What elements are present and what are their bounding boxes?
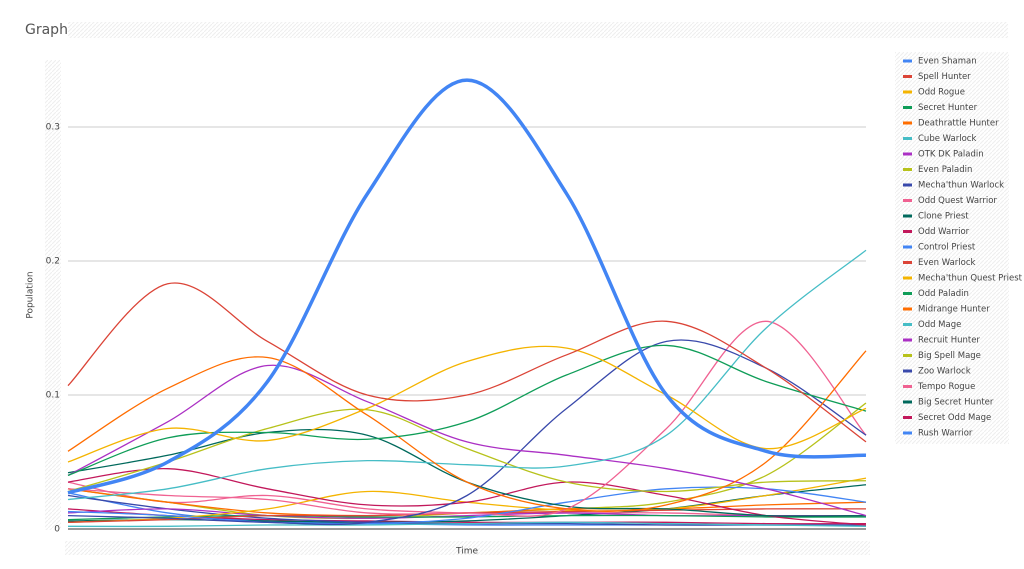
series-line [67,468,867,526]
series-line [67,350,867,512]
series-line [67,339,867,526]
y-tick-label: 0.3 [46,123,60,133]
legend-label: Secret Hunter [918,103,978,113]
legend-bg [895,52,1009,444]
legend-label: Control Priest [918,243,976,253]
legend-label: Secret Odd Mage [918,413,991,423]
legend-label: Mecha'thun Warlock [918,181,1004,191]
legend-label: Clone Priest [918,212,969,222]
series-line [67,249,867,501]
axis-band [45,60,61,530]
legend-label: OTK DK Paladin [918,150,984,160]
x-axis-label: Time [455,547,478,557]
legend-label: Mecha'thun Quest Priest [918,274,1023,284]
y-tick-label: 0 [54,525,60,535]
chart-title: Graph [25,22,68,38]
legend-label: Zoo Warlock [918,367,971,377]
axis-band [65,541,870,555]
y-tick-label: 0.2 [46,257,60,267]
series-line [67,364,867,517]
legend-label: Rush Warrior [918,429,973,439]
legend-label: Tempo Rogue [917,382,975,392]
series-line [67,521,867,528]
legend-label: Deathrattle Hunter [918,119,999,129]
legend-label: Even Paladin [918,165,972,175]
series-line [67,508,866,519]
series-line [67,408,867,493]
title-bar [68,22,1008,38]
series-line [67,320,867,517]
y-tick-label: 0.1 [46,391,60,401]
y-axis-label: Population [26,271,36,318]
legend-label: Big Spell Mage [918,351,981,361]
legend-label: Cube Warlock [918,134,976,144]
legend-label: Even Shaman [918,57,977,67]
legend-label: Big Secret Hunter [918,398,994,408]
legend-label: Recruit Hunter [918,336,980,346]
series-line [67,486,867,525]
legend-label: Spell Hunter [918,72,971,82]
series-line [67,345,867,463]
legend-label: Even Warlock [918,258,976,268]
legend-label: Odd Rogue [918,88,965,98]
legend-label: Midrange Hunter [918,305,990,315]
series-line [67,78,867,495]
series-line [67,282,867,443]
legend-label: Odd Quest Warrior [918,196,997,206]
series-line [67,344,867,477]
legend-label: Odd Mage [918,320,961,330]
series-line [67,402,867,520]
legend-label: Odd Warrior [918,227,970,237]
legend-label: Odd Paladin [918,289,969,299]
